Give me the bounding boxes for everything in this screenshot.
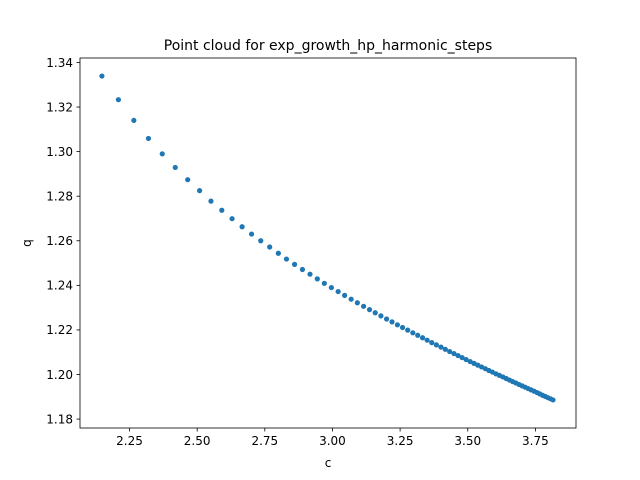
data-point [314, 276, 320, 282]
data-point [394, 322, 401, 328]
x-tick-label: 3.75 [522, 434, 549, 448]
y-tick-label: 1.28 [46, 189, 73, 203]
data-point [442, 346, 448, 352]
x-tick-label: 3.00 [319, 434, 346, 448]
y-tick-label: 1.18 [46, 412, 73, 426]
data-point [99, 73, 105, 79]
data-point [348, 296, 354, 302]
y-axis-label: q [20, 239, 34, 247]
data-point [172, 164, 178, 171]
data-point [389, 319, 395, 325]
data-point [378, 313, 384, 319]
data-point [208, 198, 214, 204]
data-point [410, 330, 416, 336]
data-point [451, 350, 457, 357]
x-tick-label: 3.50 [454, 434, 481, 448]
data-point [275, 250, 281, 256]
x-axis-label: c [325, 456, 332, 470]
data-point [115, 97, 122, 103]
data-point [321, 280, 327, 286]
data-point [239, 224, 245, 230]
y-tick-label: 1.30 [46, 145, 73, 159]
data-point [383, 316, 390, 322]
data-point [248, 231, 255, 237]
data-point [366, 307, 373, 313]
data-point [267, 244, 273, 250]
x-tick-label: 2.75 [251, 434, 278, 448]
data-point [328, 284, 334, 291]
x-axis-ticks: 2.25 2.50 2.75 3.00 3.25 3.50 3.75 [116, 428, 549, 448]
data-point [131, 117, 137, 124]
plot-frame [79, 57, 577, 429]
data-point [360, 303, 367, 309]
data-points [99, 73, 556, 403]
data-point [433, 342, 439, 348]
data-point [354, 300, 360, 306]
data-point [419, 335, 426, 341]
data-point [342, 292, 348, 298]
chart-title: Point cloud for exp_growth_hp_harmonic_s… [164, 38, 493, 54]
data-point [219, 207, 225, 213]
x-tick-label: 2.50 [184, 434, 211, 448]
data-point [455, 352, 461, 359]
data-point [399, 324, 406, 331]
y-tick-label: 1.20 [46, 368, 73, 382]
data-point [415, 332, 421, 338]
data-point [429, 340, 435, 346]
data-point [299, 266, 306, 273]
data-point [550, 397, 556, 403]
data-point [258, 238, 264, 244]
x-tick-label: 3.25 [387, 434, 414, 448]
data-point [291, 261, 298, 267]
data-point [185, 177, 191, 183]
data-point [159, 151, 165, 157]
y-axis-ticks: 1.18 1.20 1.22 1.24 1.26 1.28 1.30 1.32 1.34 [46, 56, 80, 426]
y-tick-label: 1.34 [46, 56, 73, 70]
data-point [405, 327, 411, 333]
data-point [459, 354, 465, 361]
data-point [197, 188, 203, 194]
y-tick-label: 1.26 [46, 234, 73, 248]
data-point [283, 256, 290, 262]
data-point [372, 310, 378, 316]
data-point [424, 337, 430, 343]
data-point [145, 135, 152, 142]
x-tick-label: 2.25 [116, 434, 143, 448]
data-point [447, 348, 453, 355]
y-tick-label: 1.24 [46, 279, 73, 293]
data-point [335, 288, 341, 295]
data-point [229, 216, 235, 222]
data-point [463, 356, 469, 363]
data-point [438, 344, 444, 350]
y-tick-label: 1.22 [46, 323, 73, 337]
data-point [307, 271, 313, 277]
y-tick-label: 1.32 [46, 100, 73, 114]
